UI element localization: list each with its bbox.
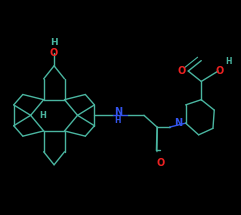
Text: H: H [225,57,231,66]
Text: N: N [174,118,182,128]
Text: O: O [178,66,186,76]
Text: O: O [50,48,58,58]
Text: O: O [215,66,224,76]
Text: O: O [157,158,165,168]
Text: H: H [39,111,46,120]
Text: H: H [50,38,58,47]
Text: H: H [115,116,121,125]
Text: N: N [114,107,122,117]
